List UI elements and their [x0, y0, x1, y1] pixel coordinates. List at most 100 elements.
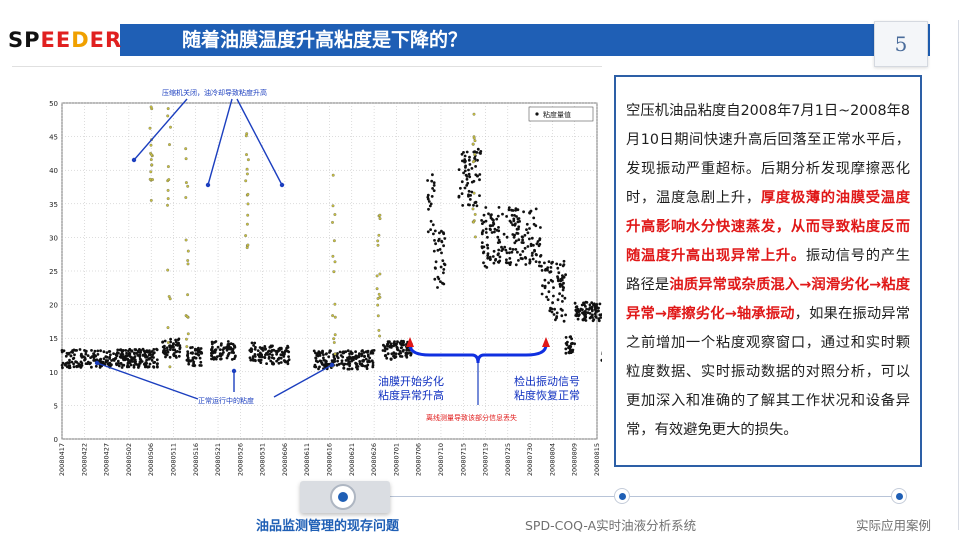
outlier-point — [168, 143, 171, 147]
data-point — [75, 349, 78, 352]
data-point — [172, 354, 176, 358]
data-point — [518, 220, 521, 223]
annotation-arrow — [133, 98, 188, 161]
x-tick-label: 20080526 — [236, 443, 244, 476]
outlier-point — [186, 293, 190, 297]
nav-step-1-dot[interactable] — [330, 484, 356, 510]
data-point — [569, 348, 572, 351]
nav-step-1-label[interactable]: 油品监测管理的现存问题 — [256, 519, 400, 534]
data-point — [405, 348, 408, 352]
data-point — [557, 271, 561, 275]
data-point — [119, 353, 123, 357]
y-tick-label: 10 — [49, 369, 58, 377]
data-point — [102, 357, 106, 360]
nav-step-2-dot[interactable] — [614, 488, 630, 504]
data-point — [396, 340, 399, 343]
data-point — [155, 362, 159, 366]
y-tick-label: 40 — [49, 167, 58, 175]
outlier-point — [166, 165, 170, 169]
data-point — [501, 212, 504, 216]
data-point — [265, 362, 268, 365]
data-point — [434, 242, 437, 246]
outlier-point — [472, 191, 476, 195]
data-point — [371, 361, 375, 365]
nav-step-2-label[interactable]: SPD-COQ-A实时油液分析系统 — [525, 518, 697, 533]
data-point — [275, 359, 278, 363]
data-point — [108, 364, 111, 367]
data-point — [218, 348, 222, 351]
outlier-point — [245, 167, 249, 171]
data-point — [563, 296, 567, 300]
outlier-point — [185, 345, 189, 349]
data-point — [168, 345, 172, 349]
data-point — [230, 358, 234, 361]
outlier-point — [186, 332, 190, 336]
data-point — [406, 351, 410, 355]
data-point — [432, 249, 436, 253]
data-point — [528, 227, 531, 230]
data-point — [516, 232, 520, 235]
data-point — [133, 355, 137, 358]
data-point — [222, 351, 225, 354]
nav-step-3-label[interactable]: 实际应用案例 — [856, 518, 932, 533]
data-point — [124, 349, 128, 352]
data-point — [523, 233, 527, 237]
data-point — [145, 358, 149, 362]
data-point — [464, 173, 468, 177]
nav-step-3-dot[interactable] — [891, 488, 907, 504]
data-point — [509, 261, 513, 264]
data-point — [462, 151, 465, 154]
data-point — [463, 160, 467, 164]
data-point — [442, 268, 446, 271]
data-point — [125, 365, 129, 369]
legend-box — [528, 106, 594, 122]
outlier-point — [376, 239, 380, 243]
data-point — [482, 220, 486, 224]
annotation-red-arrow — [406, 337, 414, 347]
logo-part-4: ER — [89, 28, 123, 52]
annotation-arrow — [273, 364, 333, 398]
data-point — [442, 232, 446, 236]
data-point — [473, 157, 477, 161]
data-point — [347, 360, 350, 364]
data-point — [336, 359, 339, 363]
data-point — [366, 360, 369, 364]
data-point — [490, 231, 494, 234]
data-point — [571, 350, 574, 354]
data-point — [523, 256, 527, 259]
data-point — [72, 348, 76, 352]
x-tick-label: 20080815 — [593, 443, 601, 476]
data-point — [115, 362, 118, 366]
data-point — [267, 355, 271, 359]
data-point — [547, 290, 551, 294]
data-point — [175, 350, 179, 353]
data-point — [392, 351, 396, 354]
data-point — [581, 318, 585, 322]
data-point — [320, 362, 324, 366]
data-point — [465, 150, 469, 154]
annotation-film-2: 粘度异常升高 — [378, 388, 444, 402]
data-point — [442, 282, 446, 286]
data-point — [531, 251, 534, 255]
data-point — [497, 252, 500, 256]
data-point — [166, 350, 170, 354]
data-point — [507, 208, 511, 212]
data-point — [169, 337, 173, 341]
data-point — [576, 317, 580, 321]
data-point — [333, 357, 337, 361]
data-point — [146, 350, 150, 354]
data-point — [96, 353, 100, 356]
data-point — [554, 318, 557, 322]
data-point — [352, 358, 355, 362]
data-point — [564, 313, 567, 317]
nav-step-1-dot-inner — [338, 492, 348, 502]
data-point — [363, 364, 367, 368]
data-point — [440, 229, 443, 233]
data-point — [438, 248, 442, 251]
outlier-point — [333, 333, 337, 337]
data-point — [141, 353, 145, 357]
description-panel: 空压机油品粘度自2008年7月1日~2008年8月10日期间快速升高后回落至正常… — [614, 75, 922, 467]
data-point — [191, 351, 194, 354]
data-point — [350, 356, 354, 360]
data-point — [60, 350, 64, 354]
